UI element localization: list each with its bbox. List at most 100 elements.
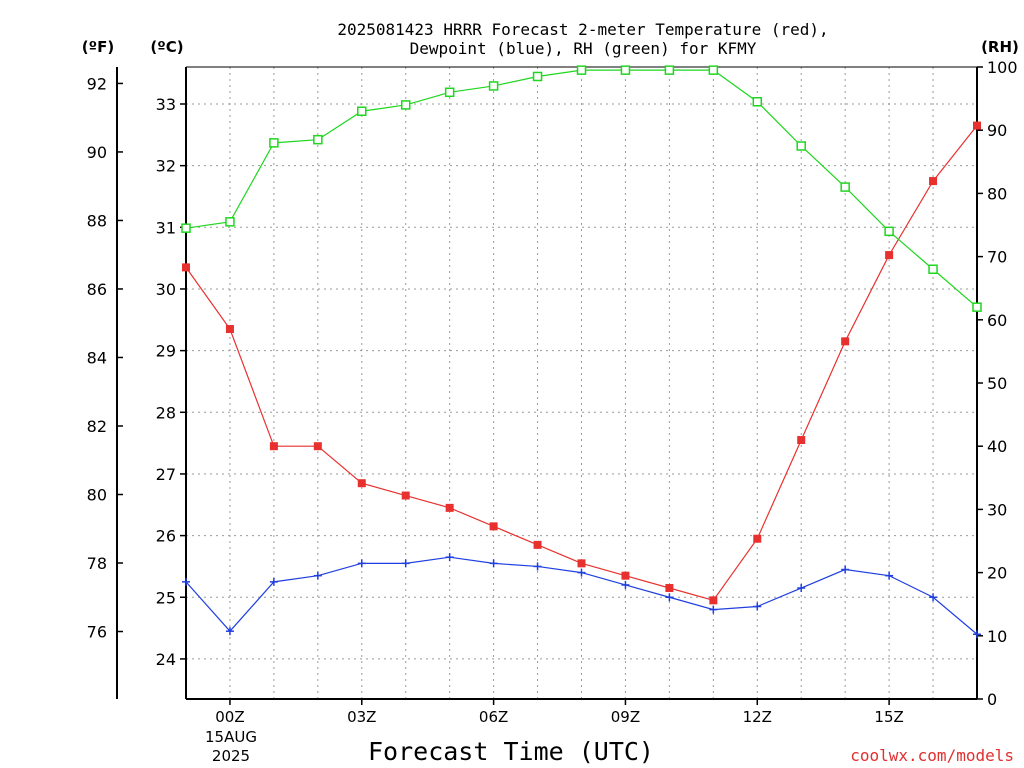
chart-title-line2: Dewpoint (blue), RH (green) for KFMY <box>410 39 757 58</box>
rh-point <box>488 81 499 91</box>
dewpoint-point <box>313 571 322 580</box>
temperature-point <box>182 263 190 272</box>
fahrenheit-tick-label: 76 <box>87 623 107 642</box>
dewpoint-point <box>797 584 806 593</box>
rh-tick-label: 50 <box>987 374 1007 393</box>
rh-point <box>576 65 587 75</box>
temperature-point <box>797 436 806 445</box>
rh-point <box>400 100 411 110</box>
rh-tick-label: 80 <box>987 184 1007 203</box>
rh-tick-label: 40 <box>987 437 1007 456</box>
temperature-point <box>445 503 454 512</box>
celsius-tick-label: 32 <box>156 157 176 176</box>
rh-point <box>796 141 806 151</box>
chart-title-line1: 2025081423 HRRR Forecast 2-meter Tempera… <box>337 20 828 39</box>
temperature-point <box>269 442 278 451</box>
celsius-tick-label: 26 <box>156 527 176 546</box>
temperature-point <box>709 596 718 605</box>
rh-point <box>269 138 279 148</box>
dewpoint-point <box>401 559 410 568</box>
rh-point <box>532 71 543 82</box>
fahrenheit-tick-label: 92 <box>87 74 107 93</box>
temperature-point <box>621 571 630 580</box>
dewpoint-point <box>577 568 586 577</box>
x-tick-label: 00Z <box>215 708 244 726</box>
celsius-tick-label: 28 <box>156 403 176 422</box>
dewpoint-point <box>885 571 894 580</box>
rh-tick-label: 30 <box>987 500 1007 519</box>
dewpoint-point <box>973 630 981 639</box>
temperature-point <box>753 534 762 543</box>
dewpoint-point <box>709 605 718 614</box>
x-tick-label: 06Z <box>479 708 508 726</box>
x-tick-label: 09Z <box>611 708 640 726</box>
rh-point <box>708 65 719 75</box>
rh-point <box>313 134 323 145</box>
x-tick-label: 12Z <box>743 708 772 726</box>
temperature-point <box>841 337 850 346</box>
dewpoint-point <box>621 580 630 589</box>
celsius-tick-label: 33 <box>156 95 176 114</box>
rh-point <box>620 65 631 75</box>
rh-point <box>752 97 763 107</box>
series-temperature <box>182 121 981 605</box>
dewpoint-point <box>533 562 542 571</box>
celsius-tick-label: 31 <box>156 218 176 237</box>
dewpoint-point <box>753 602 762 611</box>
unit-label-fahrenheit: (ºF) <box>82 38 114 56</box>
fahrenheit-tick-label: 86 <box>87 280 107 299</box>
rh-tick-label: 60 <box>987 311 1007 330</box>
temperature-point <box>489 522 498 531</box>
fahrenheit-tick-label: 80 <box>87 485 107 504</box>
rh-tick-label: 100 <box>987 58 1018 77</box>
rh-point <box>225 217 235 227</box>
temperature-point <box>401 491 410 500</box>
temperature-point <box>313 442 322 451</box>
fahrenheit-tick-label: 78 <box>87 554 107 573</box>
date-label-year: 2025 <box>212 747 250 765</box>
rh-point <box>972 302 982 312</box>
date-label-day: 15AUG <box>205 728 257 746</box>
fahrenheit-tick-label: 90 <box>87 143 107 162</box>
rh-tick-label: 0 <box>987 690 997 709</box>
tick-labels-layer: 24 25 26 27 28 29 30 31 32 33 76 78 80 82 84 86 88 90 92 0 1… <box>87 58 1018 726</box>
celsius-tick-label: 25 <box>156 588 176 607</box>
rh-tick-label: 20 <box>987 564 1007 583</box>
fahrenheit-tick-label: 88 <box>87 211 107 230</box>
series-dewpoint <box>182 553 981 639</box>
rh-tick-label: 90 <box>987 121 1007 140</box>
temperature-point <box>577 559 586 568</box>
temperature-point <box>357 479 366 488</box>
temperature-point <box>225 325 234 334</box>
temperature-point <box>929 177 938 186</box>
rh-tick-label: 70 <box>987 248 1007 267</box>
rh-tick-label: 10 <box>987 627 1007 646</box>
rh-point <box>928 264 938 274</box>
temperature-point <box>665 584 674 593</box>
x-axis-title: Forecast Time (UTC) <box>368 737 654 766</box>
x-tick-label: 03Z <box>347 708 376 726</box>
dewpoint-point <box>665 593 674 602</box>
rh-point <box>840 182 850 192</box>
dewpoint-point <box>841 565 850 574</box>
rh-point <box>664 65 675 75</box>
series-rh <box>181 65 982 312</box>
celsius-tick-label: 24 <box>156 650 176 669</box>
x-tick-label: 15Z <box>874 708 903 726</box>
temperature-point <box>885 251 894 260</box>
fahrenheit-tick-label: 82 <box>87 417 107 436</box>
unit-label-rh: (RH) <box>981 38 1019 56</box>
dewpoint-point <box>269 577 278 586</box>
rh-point <box>357 106 367 116</box>
dewpoint-point <box>489 559 498 568</box>
rh-point <box>884 226 894 237</box>
series-layer <box>181 65 982 639</box>
celsius-tick-label: 27 <box>156 465 176 484</box>
rh-point <box>444 87 455 98</box>
fahrenheit-tick-label: 84 <box>87 348 107 367</box>
dewpoint-point <box>357 559 366 568</box>
watermark: coolwx.com/models <box>850 746 1014 765</box>
celsius-tick-label: 30 <box>156 280 176 299</box>
